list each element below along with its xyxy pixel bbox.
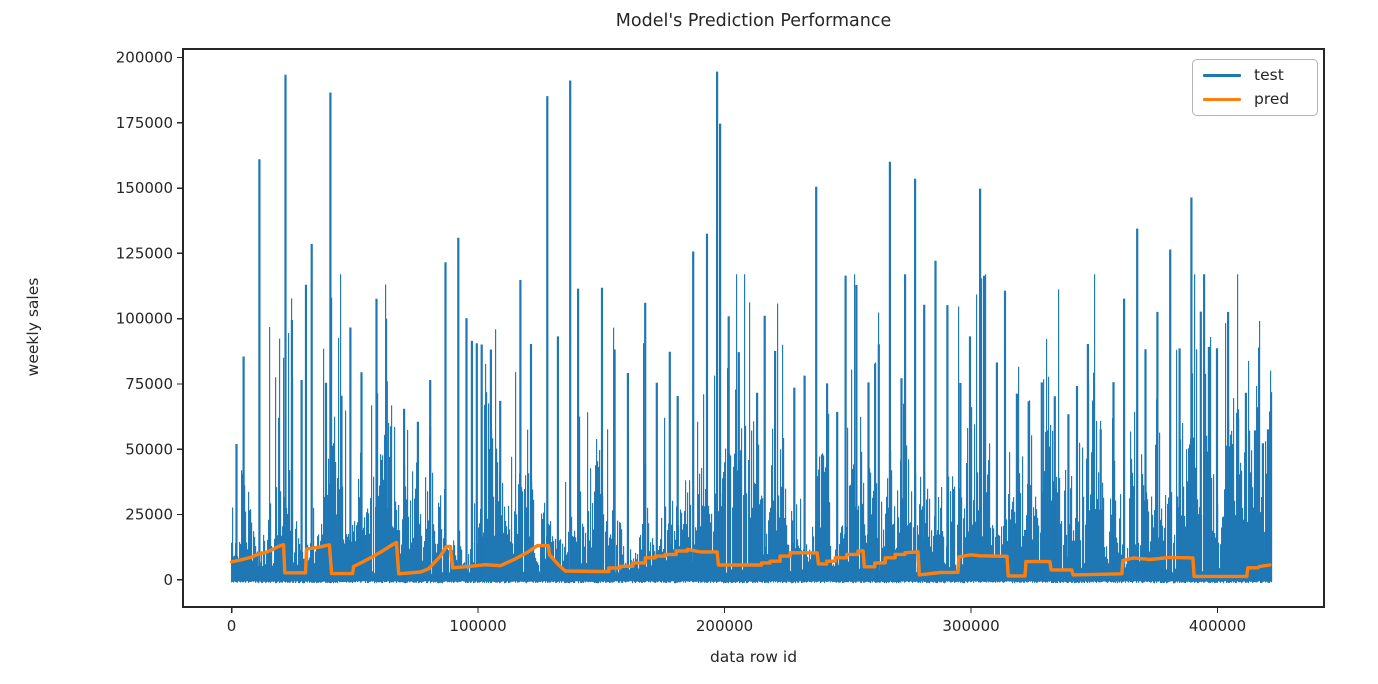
legend-box: test pred xyxy=(1192,59,1318,117)
test-series-peaks xyxy=(235,71,1270,580)
y-tick-label: 150000 xyxy=(116,179,173,197)
x-tick-label: 300000 xyxy=(942,617,999,635)
y-axis-label: weekly sales xyxy=(24,277,42,377)
legend-label-test: test xyxy=(1254,66,1284,84)
legend-label-pred: pred xyxy=(1254,90,1290,109)
legend-item-pred: pred xyxy=(1203,90,1307,109)
y-tick-label: 75000 xyxy=(125,375,173,393)
legend-item-test: test xyxy=(1203,66,1307,84)
y-tick-label: 50000 xyxy=(125,440,173,458)
x-tick-label: 400000 xyxy=(1189,617,1246,635)
pred-line-swatch xyxy=(1203,97,1241,102)
test-line-swatch xyxy=(1203,73,1241,78)
y-tick-label: 25000 xyxy=(125,506,173,524)
y-tick-label: 200000 xyxy=(116,48,173,66)
x-tick-label: 0 xyxy=(227,617,237,635)
pred-series-line xyxy=(229,540,1272,579)
axes-frame xyxy=(182,48,1325,608)
y-tick-label: 0 xyxy=(163,571,173,589)
x-tick-label: 100000 xyxy=(449,617,506,635)
x-tick-label: 200000 xyxy=(696,617,753,635)
y-tick-label: 125000 xyxy=(116,244,173,262)
x-axis-label: data row id xyxy=(709,648,798,666)
y-tick-label: 175000 xyxy=(116,114,173,132)
chart-title: Model's Prediction Performance xyxy=(615,11,892,31)
y-tick-label: 100000 xyxy=(116,310,173,328)
